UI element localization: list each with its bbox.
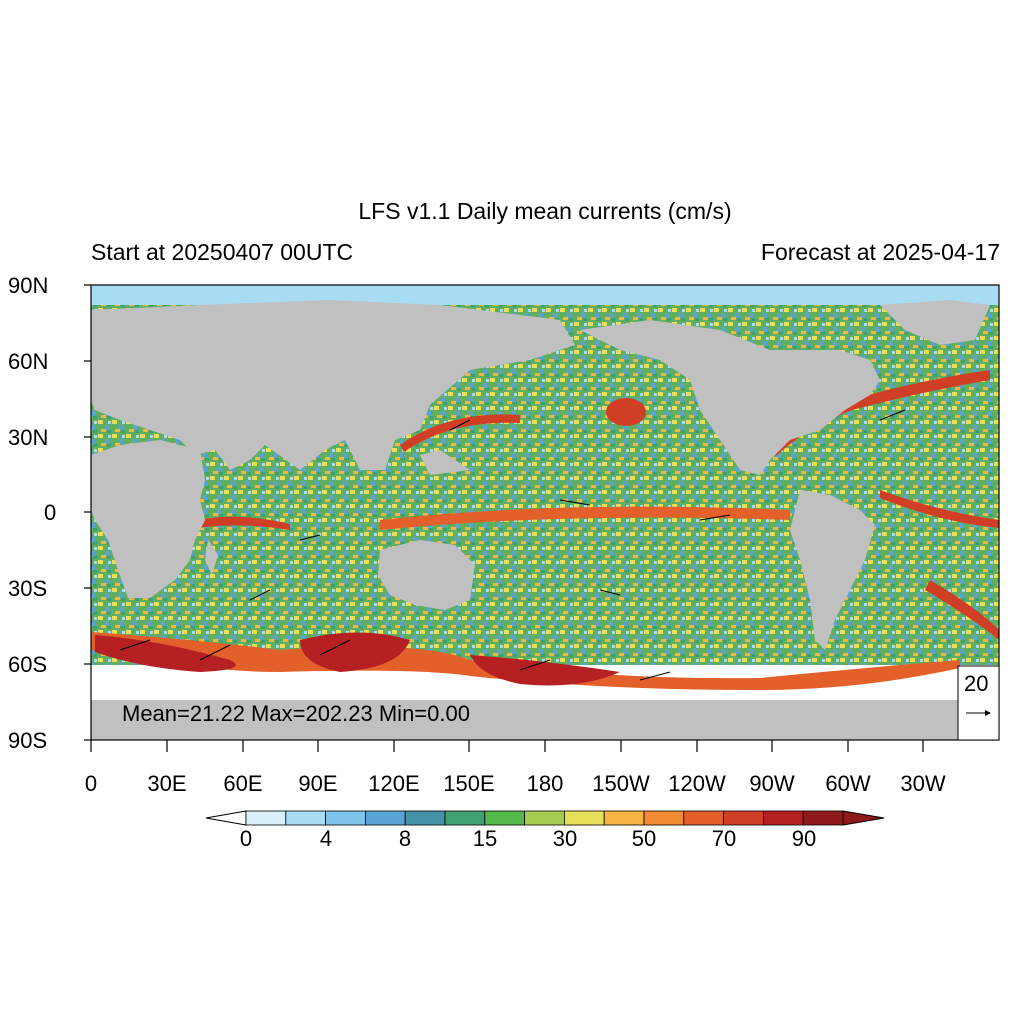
colorbar-swatch [763, 810, 804, 826]
colorbar-swatch [603, 810, 645, 826]
kuroshio-current [400, 414, 520, 452]
colorbar-swatch [285, 810, 326, 826]
start-time-label: Start at 20250407 00UTC [91, 239, 354, 265]
acc-jet-2 [300, 632, 410, 672]
maritime-continent [420, 450, 470, 475]
lat-label: 30S [8, 576, 48, 601]
lon-label: 0 [84, 771, 98, 796]
colorbar-swatch [683, 810, 724, 826]
colorbar-swatch [643, 810, 685, 826]
atlantic-equatorial-jet [880, 490, 999, 528]
colorbar-swatch [723, 810, 764, 826]
lat-label: 60S [8, 652, 48, 677]
colorbar [205, 810, 885, 826]
antarctica [91, 700, 960, 740]
current-vectors [119, 409, 906, 681]
lon-label: 120W [668, 771, 726, 796]
madagascar [205, 540, 218, 575]
map-plot-area [91, 285, 999, 740]
colorbar-swatch [484, 810, 525, 826]
reference-arrow-icon [985, 710, 991, 716]
lon-label: 30E [147, 771, 187, 796]
colorbar-swatch [524, 810, 565, 826]
colorbar-label: 30 [552, 826, 578, 851]
stats-label: Mean=21.22 Max=202.23 Min=0.00 [122, 701, 470, 726]
colorbar-swatch [802, 810, 844, 826]
lat-label: 0 [44, 500, 57, 525]
forecast-date-label: Forecast at 2025-04-17 [760, 239, 1000, 265]
colorbar-swatch [325, 810, 366, 826]
lon-label: 150W [592, 771, 650, 796]
acc-jet-3 [470, 655, 620, 686]
colorbar-label: 0 [239, 826, 253, 851]
lon-label: 120E [368, 771, 420, 796]
colorbar-swatch [404, 810, 446, 826]
plot-title: LFS v1.1 Daily mean currents (cm/s) [358, 198, 732, 224]
axis-ticks [84, 284, 924, 752]
colorbar-under-arrow [205, 810, 247, 826]
greenland [880, 300, 990, 345]
colorbar-label: 70 [711, 826, 737, 851]
colorbar-label: 8 [398, 826, 412, 851]
colorbar-swatch [245, 810, 287, 826]
reference-vector-box [957, 665, 1000, 741]
colorbar-label: 15 [472, 826, 498, 851]
land-masses [91, 300, 990, 740]
colorbar-over-arrow [842, 810, 885, 826]
lat-label: 90N [8, 273, 49, 298]
lat-label: 60N [8, 349, 49, 374]
colorbar-label: 4 [319, 826, 333, 851]
lon-label: 60W [825, 771, 871, 796]
colorbar-swatch [564, 810, 605, 826]
colorbar-label: 90 [791, 826, 817, 851]
arctic-low-band [91, 285, 999, 305]
lon-label: 90E [298, 771, 338, 796]
acc-jet-1 [95, 635, 236, 672]
europe-west [91, 300, 120, 385]
lon-label: 60E [223, 771, 263, 796]
colorbar-swatch [444, 810, 486, 826]
pacific-eddy [606, 398, 646, 426]
lat-label: 30N [8, 425, 49, 450]
brazil-malvinas-confluence [925, 580, 999, 640]
reference-vector-label: 20 [964, 671, 989, 696]
africa [91, 440, 205, 598]
lon-label: 90W [749, 771, 795, 796]
colorbar-label: 50 [631, 826, 657, 851]
south-america [790, 490, 875, 650]
lon-label: 180 [526, 771, 564, 796]
australia [378, 540, 475, 610]
colorbar-swatch [364, 810, 406, 826]
indian-equatorial-jet [198, 516, 290, 530]
equatorial-current [380, 506, 790, 530]
north-america [580, 320, 880, 475]
lon-label: 30W [900, 771, 946, 796]
gulf-stream [770, 370, 990, 456]
lat-label: 90S [8, 728, 48, 753]
eurasia [91, 300, 575, 470]
lon-label: 150E [443, 771, 495, 796]
